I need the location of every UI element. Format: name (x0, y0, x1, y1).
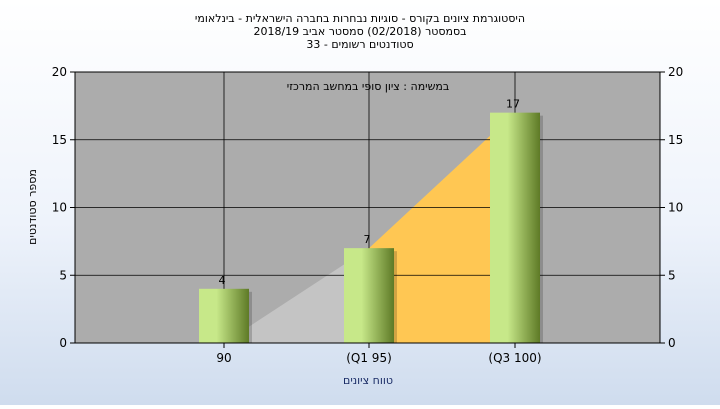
y-tick-label-left: 5 (59, 268, 67, 282)
x-axis-label: טווח ציונים (343, 374, 393, 387)
data-label: 4 (219, 274, 226, 287)
y-tick-label-right: 5 (668, 268, 676, 282)
x-tick-label: (Q3 100) (488, 351, 541, 365)
chart-title-line-1: היסטוגרמת ציונים בקורס - סוגיות נבחרות ב… (195, 12, 525, 25)
bar (344, 248, 394, 343)
x-tick-label: (Q1 95) (346, 351, 392, 365)
bar (199, 288, 249, 343)
x-tick-label: 90 (216, 351, 231, 365)
area-segment-2 (369, 112, 515, 344)
bar (490, 112, 540, 344)
y-axis-label: מספר סטודנטים (26, 169, 39, 245)
chart-title-line-3: סטודנטים רשומים - 33 (306, 38, 413, 51)
y-tick-label-left: 15 (52, 133, 67, 147)
y-tick-label-right: 0 (668, 336, 676, 350)
chart-annotation: במשימה : ציון סופי במחשב המרכזי (287, 80, 450, 93)
y-tick-label-right: 10 (668, 201, 683, 215)
area-segment-1 (224, 248, 369, 343)
data-label: 17 (506, 98, 520, 111)
y-tick-label-left: 20 (52, 65, 67, 79)
chart-title-line-2: בסמסטר (02/2018) סמסטר אביב 2018/19 (253, 25, 466, 38)
y-tick-label-left: 10 (52, 201, 67, 215)
y-tick-label-left: 0 (59, 336, 67, 350)
y-tick-label-right: 15 (668, 133, 683, 147)
chart-title: היסטוגרמת ציונים בקורס - סוגיות נבחרות ב… (195, 12, 525, 51)
y-tick-label-right: 20 (668, 65, 683, 79)
data-label: 7 (364, 233, 371, 246)
